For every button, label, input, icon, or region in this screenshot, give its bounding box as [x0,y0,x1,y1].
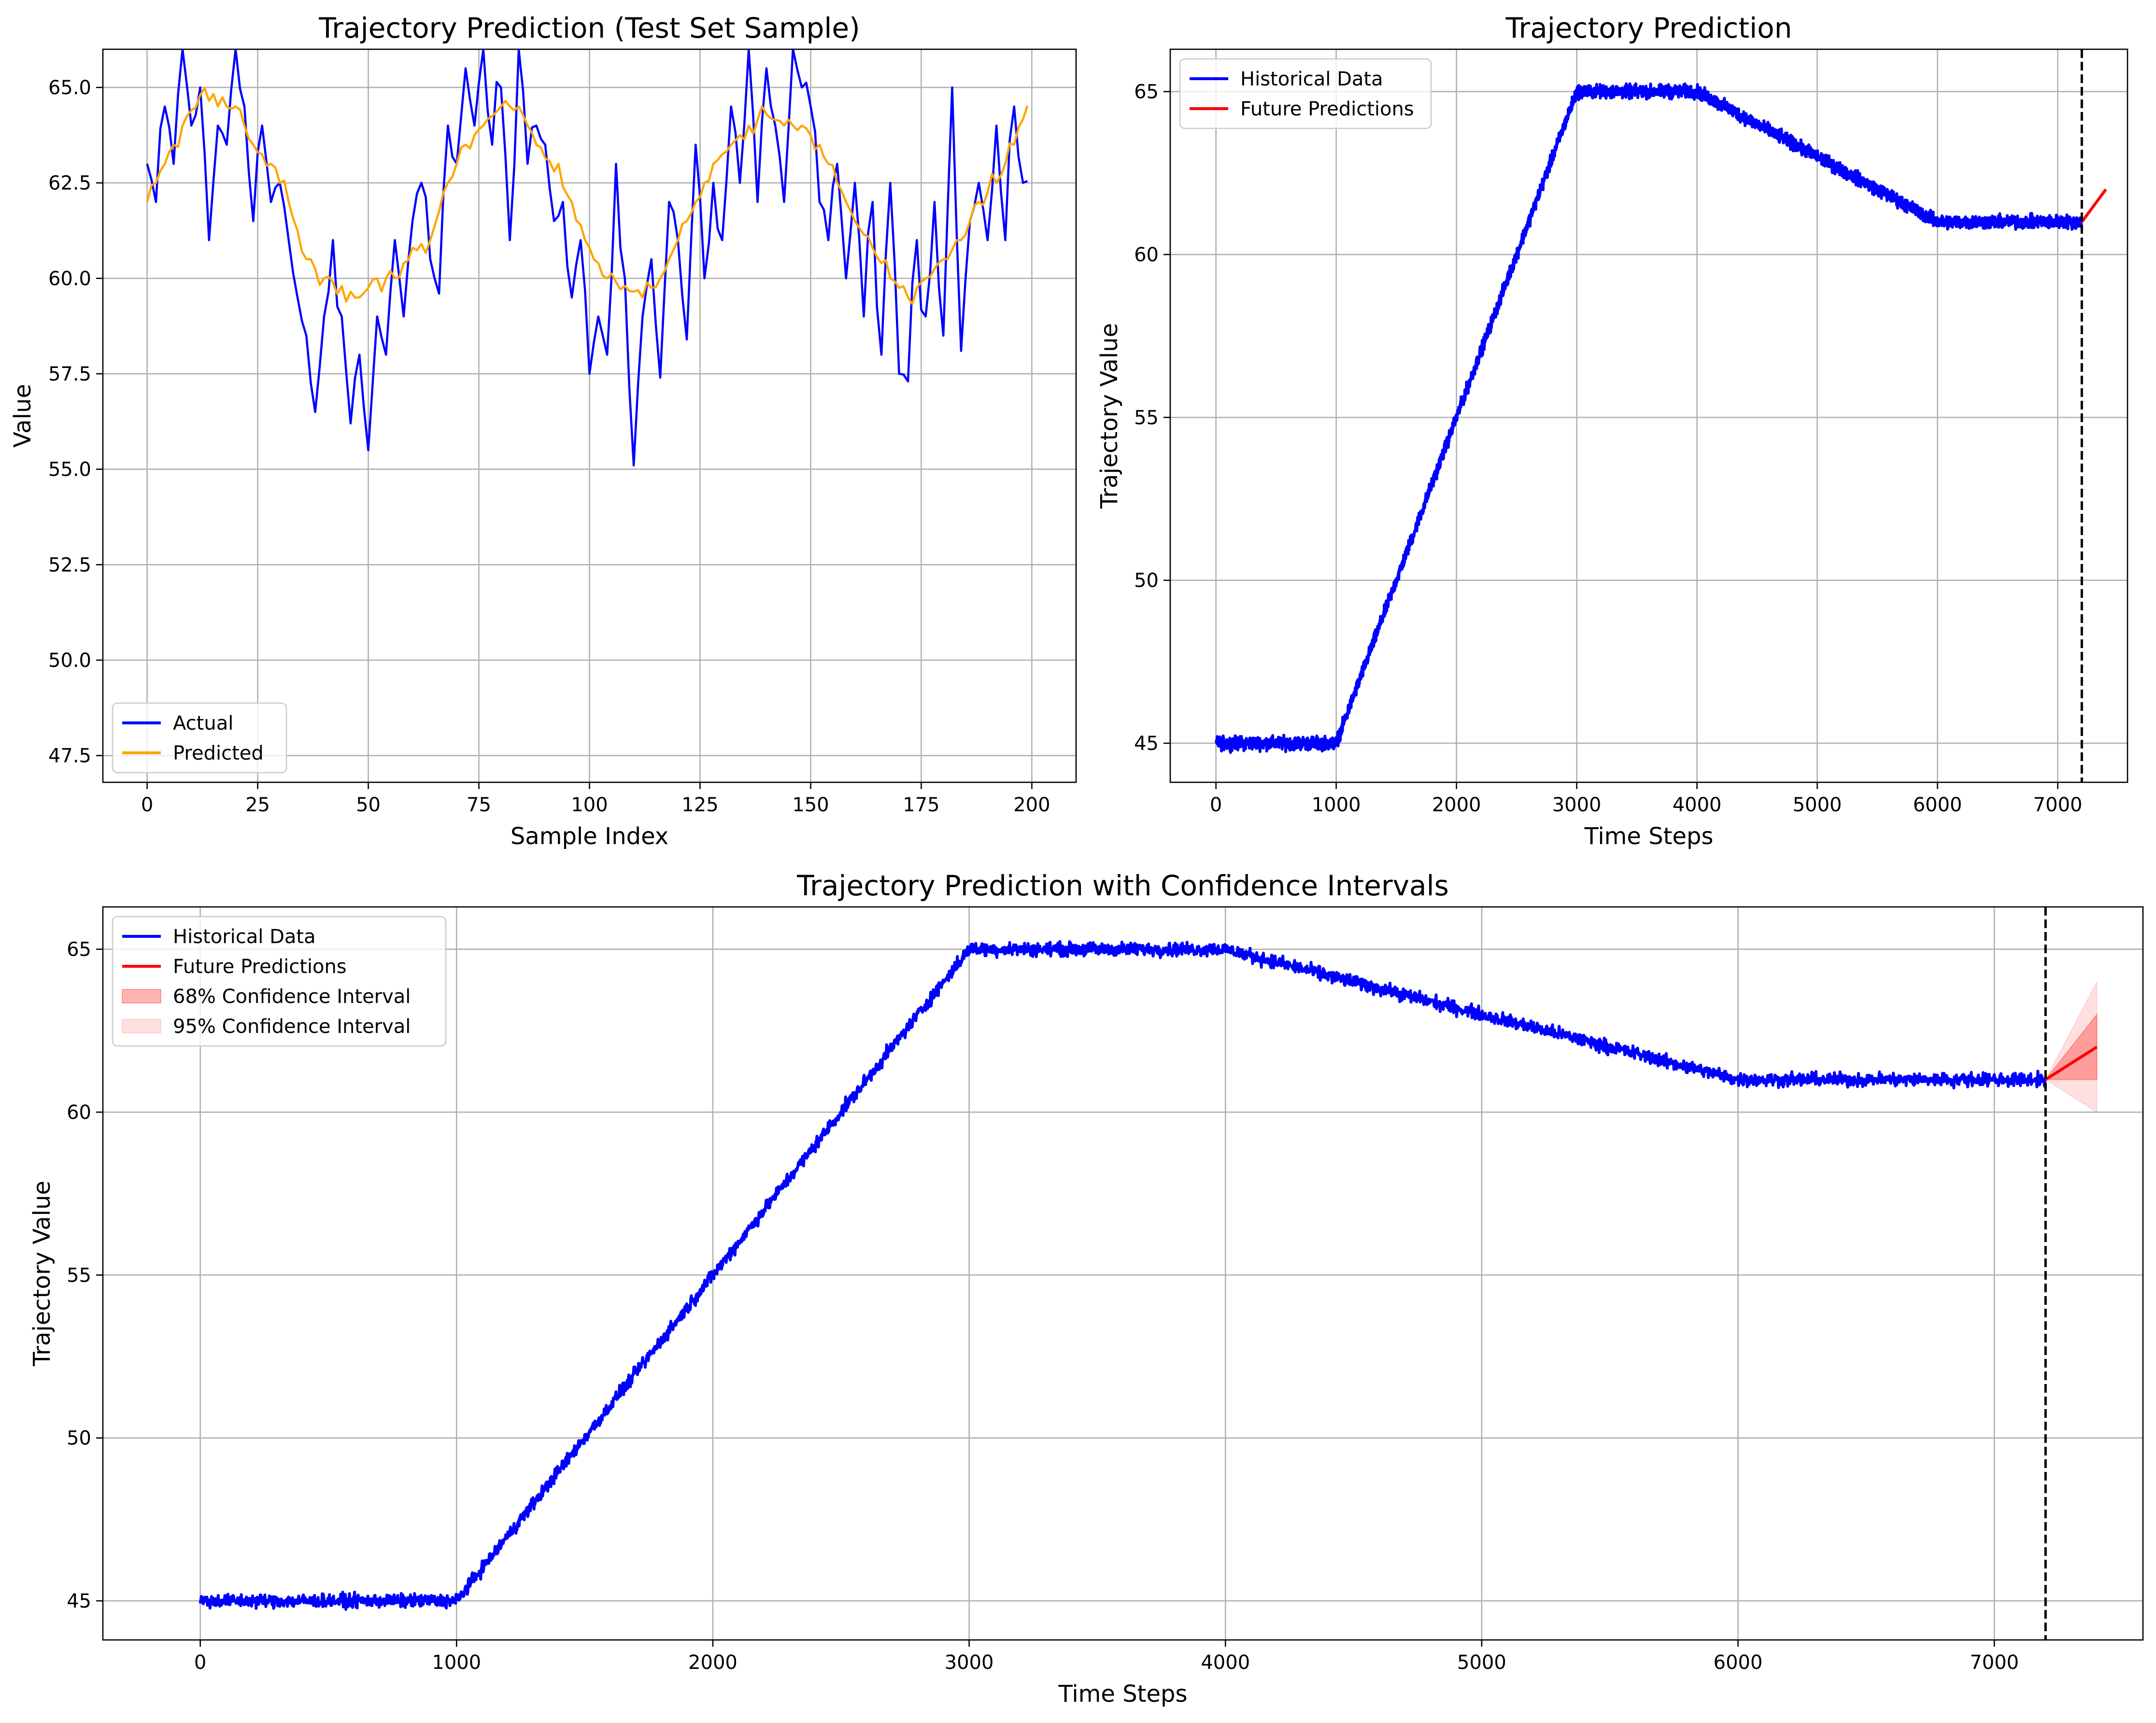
series-line-predicted [146,86,1029,305]
legend-frame [1179,58,1432,129]
legend-label: Historical Data [1240,68,1383,90]
x-tick-label: 50 [356,794,381,816]
x-tick-label: 2000 [1432,794,1481,816]
x-tick-label: 125 [681,794,718,816]
x-tick-label: 200 [1013,794,1050,816]
chart-title: Trajectory Prediction (Test Set Sample) [318,12,860,44]
x-tick-label: 5000 [1457,1652,1506,1674]
y-tick-label: 60 [1134,244,1159,266]
x-tick-label: 4000 [1673,794,1722,816]
axes-frame [102,906,2144,1641]
chart-confidence: 0 1000 2000 3000 4000 5000 6000 7000 45 50 55 60 65 T… [28,869,2144,1708]
x-tick-label: 100 [571,794,608,816]
x-axis-label: Sample Index [511,823,668,850]
legend-frame [112,702,287,774]
x-tick-label: 1000 [432,1652,481,1674]
y-tick-label: 55 [67,1264,91,1286]
axes-frame [1169,48,2128,783]
series-line-historical-data [199,940,2047,1611]
chart-title: Trajectory Prediction with Confidence In… [796,869,1449,902]
x-axis-label: Time Steps [1584,823,1713,850]
legend-frame [112,916,447,1047]
y-tick-label: 50 [1134,570,1159,592]
x-tick-label: 0 [141,794,153,816]
x-tick-label: 0 [194,1652,206,1674]
confidence-band [2044,1013,2098,1080]
y-tick-label: 65 [67,939,91,961]
series-line-actual [146,49,1028,467]
chart-trajectory: 0 1000 2000 3000 4000 5000 6000 7000 45 50 55 60 65 T… [1096,12,2128,850]
x-axis-label: Time Steps [1058,1681,1187,1708]
y-axis-label: Value [9,384,36,448]
legend-label: Historical Data [173,926,316,948]
y-tick-label: 55 [1134,407,1159,429]
legend-label: 68% Confidence Interval [173,986,411,1008]
x-tick-label: 3000 [1552,794,1602,816]
x-tick-label: 6000 [1714,1652,1763,1674]
y-tick-label: 52.5 [48,554,91,576]
x-tick-label: 25 [245,794,270,816]
y-tick-label: 62.5 [48,172,91,195]
legend-label: Future Predictions [173,956,347,978]
legend: Historical Data Future Predictions [1179,58,1432,129]
legend-swatch [122,1019,161,1033]
legend-label: Future Predictions [1240,98,1414,120]
chart-test-sample: 0 25 50 75 100 125 150 175 200 47.5 50.0 52.5 55.0 57… [9,12,1077,850]
x-tick-label: 6000 [1913,794,1962,816]
legend-swatch [122,989,161,1003]
x-tick-label: 2000 [688,1652,738,1674]
x-tick-label: 75 [467,794,491,816]
plot-area [146,49,1029,467]
series-line-historical-data [1215,82,2083,754]
legend-label: 95% Confidence Interval [173,1016,411,1038]
series-line-future-predictions [2044,1045,2098,1081]
y-tick-label: 57.5 [48,363,91,385]
legend-label: Actual [173,712,233,734]
x-tick-label: 7000 [2033,794,2083,816]
y-tick-label: 65 [1134,81,1159,103]
x-tick-label: 3000 [945,1652,994,1674]
y-axis-label: Trajectory Value [1096,323,1123,509]
y-tick-label: 55.0 [48,459,91,481]
x-tick-label: 5000 [1793,794,1842,816]
x-tick-label: 150 [792,794,829,816]
x-tick-label: 1000 [1312,794,1361,816]
y-tick-label: 50.0 [48,650,91,672]
y-axis-label: Trajectory Value [28,1181,56,1367]
series-line-future-predictions [2080,188,2107,223]
y-tick-label: 45 [1134,733,1159,755]
y-tick-label: 45 [67,1590,91,1612]
chart-title: Trajectory Prediction [1505,12,1792,44]
y-tick-label: 47.5 [48,745,91,767]
y-tick-label: 60.0 [48,268,91,290]
x-tick-label: 7000 [1970,1652,2019,1674]
legend-label: Predicted [173,742,264,764]
x-tick-label: 4000 [1201,1652,1250,1674]
x-tick-label: 175 [903,794,939,816]
plot-area [1215,49,2107,782]
y-tick-label: 50 [67,1427,91,1450]
plot-area [199,907,2098,1640]
legend: Historical Data Future Predictions 68% Con… [112,916,447,1047]
legend: Actual Predicted [112,702,287,774]
y-tick-label: 60 [67,1102,91,1124]
x-tick-label: 0 [1210,794,1222,816]
y-tick-label: 65.0 [48,77,91,99]
